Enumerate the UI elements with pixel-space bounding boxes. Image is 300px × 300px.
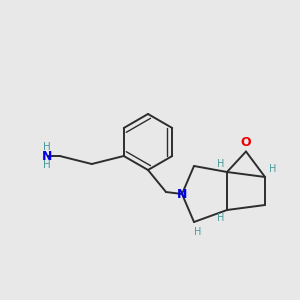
Text: H: H <box>217 213 225 223</box>
Text: H: H <box>269 164 277 174</box>
Text: H: H <box>194 227 202 237</box>
Text: H: H <box>43 160 51 170</box>
Text: H: H <box>43 142 51 152</box>
Text: N: N <box>42 149 52 163</box>
Text: H: H <box>217 159 225 169</box>
Text: O: O <box>241 136 251 149</box>
Text: N: N <box>177 188 187 200</box>
